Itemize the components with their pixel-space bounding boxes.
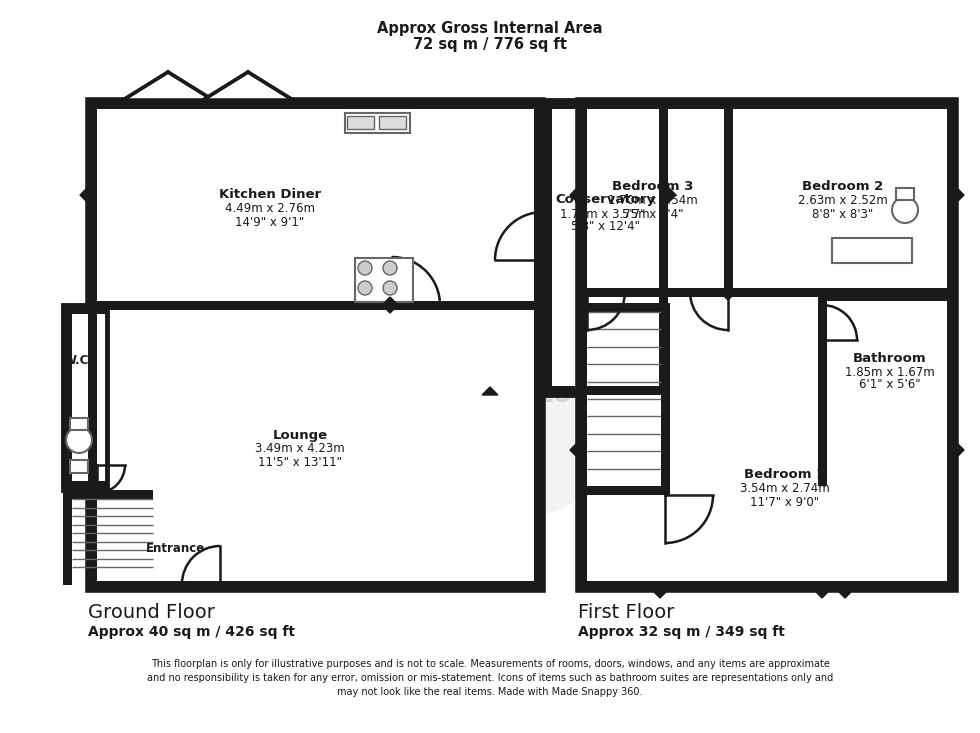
Text: W.C.: W.C.: [64, 353, 94, 366]
Text: Bathroom: Bathroom: [854, 352, 927, 364]
Bar: [578, 100, 956, 109]
Text: Bedroom 2: Bedroom 2: [803, 180, 884, 194]
Bar: [345, 113, 410, 133]
Text: 3.49m x 4.23m: 3.49m x 4.23m: [255, 443, 345, 455]
Bar: [822, 292, 947, 301]
Bar: [63, 490, 153, 499]
Circle shape: [358, 261, 372, 275]
Polygon shape: [382, 305, 398, 313]
Bar: [88, 100, 543, 590]
Text: Conservatory: Conservatory: [555, 194, 655, 207]
Text: 4.49m x 2.76m: 4.49m x 2.76m: [225, 202, 315, 216]
Text: 3.54m x 2.74m: 3.54m x 2.74m: [740, 482, 830, 496]
Bar: [587, 288, 947, 297]
Text: Bedroom 1: Bedroom 1: [745, 468, 825, 482]
Circle shape: [383, 261, 397, 275]
Polygon shape: [814, 590, 830, 598]
Polygon shape: [652, 590, 668, 598]
Bar: [818, 292, 827, 486]
Bar: [379, 116, 406, 129]
Bar: [63, 490, 72, 585]
Circle shape: [358, 281, 372, 295]
Text: 72 sq m / 776 sq ft: 72 sq m / 776 sq ft: [413, 37, 567, 51]
Polygon shape: [482, 100, 498, 108]
Bar: [534, 100, 543, 590]
Text: 11'7" x 9'0": 11'7" x 9'0": [751, 496, 819, 509]
Bar: [578, 100, 956, 590]
Text: 6'1" x 5'6": 6'1" x 5'6": [859, 378, 921, 391]
Polygon shape: [123, 72, 213, 100]
Circle shape: [325, 195, 655, 525]
Circle shape: [383, 281, 397, 295]
Bar: [63, 305, 107, 314]
Bar: [63, 305, 72, 490]
Polygon shape: [382, 297, 398, 305]
Bar: [88, 581, 543, 590]
Polygon shape: [837, 590, 853, 598]
Text: 8'8" x 8'3": 8'8" x 8'3": [812, 207, 873, 221]
Bar: [355, 258, 413, 302]
Bar: [543, 100, 668, 109]
Polygon shape: [570, 442, 578, 458]
Bar: [947, 100, 956, 590]
Bar: [70, 418, 88, 430]
Bar: [578, 100, 587, 590]
Polygon shape: [956, 442, 964, 458]
Text: 1.85m x 1.67m: 1.85m x 1.67m: [845, 366, 935, 378]
Text: 5'7" x 8'4": 5'7" x 8'4": [622, 207, 684, 221]
Bar: [578, 581, 956, 590]
Bar: [832, 238, 912, 263]
Text: First Floor: First Floor: [578, 603, 674, 622]
Polygon shape: [535, 337, 543, 353]
Bar: [724, 109, 733, 292]
Polygon shape: [956, 187, 964, 203]
Bar: [587, 486, 670, 495]
Text: JR: JR: [442, 290, 538, 370]
Circle shape: [66, 427, 92, 453]
Text: Entrance: Entrance: [145, 542, 205, 554]
Polygon shape: [837, 100, 853, 108]
Text: Lounge: Lounge: [272, 429, 327, 441]
Bar: [587, 303, 670, 312]
Polygon shape: [543, 187, 551, 203]
Text: Approx 32 sq m / 349 sq ft: Approx 32 sq m / 349 sq ft: [578, 625, 785, 639]
Text: 1.70m x 2.54m: 1.70m x 2.54m: [609, 194, 698, 207]
Polygon shape: [652, 100, 668, 108]
Bar: [543, 386, 668, 395]
Polygon shape: [282, 582, 298, 590]
Text: 5'8" x 12'4": 5'8" x 12'4": [570, 221, 640, 234]
Bar: [661, 303, 670, 495]
Polygon shape: [482, 387, 498, 395]
Polygon shape: [570, 187, 578, 203]
Circle shape: [892, 197, 918, 223]
Bar: [896, 188, 914, 200]
Bar: [347, 116, 374, 129]
Bar: [63, 481, 107, 490]
Text: 1.73m x 3.75m: 1.73m x 3.75m: [561, 207, 650, 221]
Text: PROPERTIES: PROPERTIES: [408, 383, 572, 407]
Bar: [659, 100, 668, 395]
Text: Approx 40 sq m / 426 sq ft: Approx 40 sq m / 426 sq ft: [88, 625, 295, 639]
Text: Kitchen Diner: Kitchen Diner: [219, 188, 321, 202]
Bar: [88, 100, 543, 109]
Bar: [63, 305, 107, 490]
Bar: [543, 100, 668, 395]
Bar: [543, 100, 552, 395]
Polygon shape: [720, 292, 736, 300]
Text: This floorplan is only for illustrative purposes and is not to scale. Measuremen: This floorplan is only for illustrative …: [147, 659, 833, 697]
Text: Ground Floor: Ground Floor: [88, 603, 215, 622]
Polygon shape: [80, 187, 88, 203]
Text: 14'9" x 9'1": 14'9" x 9'1": [235, 216, 305, 229]
Bar: [345, 113, 410, 133]
Text: 2.63m x 2.52m: 2.63m x 2.52m: [798, 194, 888, 207]
Bar: [70, 460, 88, 473]
Text: Approx Gross Internal Area: Approx Gross Internal Area: [377, 21, 603, 35]
Bar: [88, 100, 97, 590]
Polygon shape: [203, 72, 293, 100]
Bar: [97, 301, 534, 310]
Text: 11'5" x 13'11": 11'5" x 13'11": [258, 455, 342, 468]
Text: Bedroom 3: Bedroom 3: [612, 180, 694, 194]
Polygon shape: [282, 100, 298, 108]
Polygon shape: [668, 187, 676, 203]
